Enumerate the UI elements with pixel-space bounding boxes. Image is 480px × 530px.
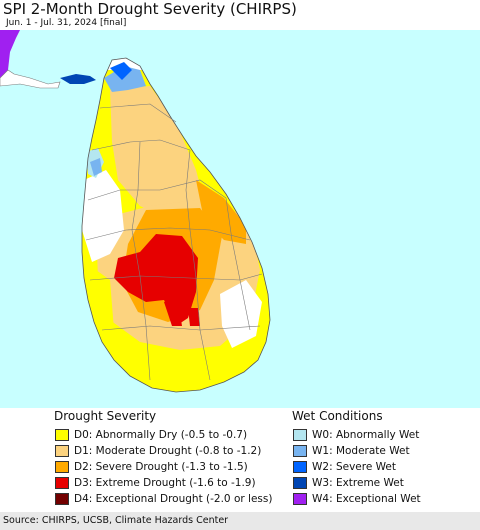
legend-swatch-d0 [55,429,69,441]
legend-label-d3: D3: Extreme Drought (-1.6 to -1.9) [74,477,256,489]
source-text: Source: CHIRPS, UCSB, Climate Hazards Ce… [3,515,229,526]
india-coast [0,30,20,78]
legend-item-d2: D2: Severe Drought (-1.3 to -1.5) [55,460,248,474]
legend-label-d0: D0: Abnormally Dry (-0.5 to -0.7) [74,429,248,441]
legend-item-d4: D4: Exceptional Drought (-2.0 or less) [55,492,272,506]
legend-item-w2: W2: Severe Wet [293,460,396,474]
legend-label-w0: W0: Abnormally Wet [312,429,420,441]
legend-label-w2: W2: Severe Wet [312,461,396,473]
legend-item-w3: W3: Extreme Wet [293,476,404,490]
legend-label-w1: W1: Moderate Wet [312,445,410,457]
legend-swatch-d2 [55,461,69,473]
zone-d1-north [110,86,204,220]
zone-d3-south [164,300,182,326]
legend-label-d1: D1: Moderate Drought (-0.8 to -1.2) [74,445,262,457]
map-title: SPI 2-Month Drought Severity (CHIRPS) [3,0,297,18]
map-subtitle: Jun. 1 - Jul. 31, 2024 [final] [6,18,127,28]
india-coast-edge [0,69,61,89]
legend-item-d0: D0: Abnormally Dry (-0.5 to -0.7) [55,428,247,442]
legend-swatch-d3 [55,477,69,489]
legend-panel: Drought Severity Wet Conditions D0: Abno… [0,408,480,512]
legend-label-w3: W3: Extreme Wet [312,477,404,489]
zone-w2-jaffna [110,62,132,80]
legend-item-d1: D1: Moderate Drought (-0.8 to -1.2) [55,444,261,458]
legend-swatch-w1 [293,445,307,457]
legend-item-w4: W4: Exceptional Wet [293,492,421,506]
source-footer: Source: CHIRPS, UCSB, Climate Hazards Ce… [0,512,480,530]
legend-swatch-w2 [293,461,307,473]
zone-d0-west-coast [82,260,114,350]
legend-item-w0: W0: Abnormally Wet [293,428,419,442]
legend-swatch-w4 [293,493,307,505]
zone-d3-patch [188,308,200,326]
legend-swatch-d1 [55,445,69,457]
jaffna-islets [60,74,96,84]
drought-legend-title: Drought Severity [54,409,157,423]
legend-item-w1: W1: Moderate Wet [293,444,410,458]
legend-label-d4: D4: Exceptional Drought (-2.0 or less) [74,493,273,505]
drought-map [0,30,480,408]
legend-item-d3: D3: Extreme Drought (-1.6 to -1.9) [55,476,256,490]
legend-label-d2: D2: Severe Drought (-1.3 to -1.5) [74,461,248,473]
legend-swatch-d4 [55,493,69,505]
zone-none-se [220,280,262,348]
zone-w1-west [90,158,102,176]
zone-none-nw [82,170,124,262]
district-boundaries [85,103,263,381]
legend-swatch-w3 [293,477,307,489]
wet-legend-title: Wet Conditions [292,409,383,423]
zone-d2-east [196,180,246,244]
legend-swatch-w0 [293,429,307,441]
legend-label-w4: W4: Exceptional Wet [312,493,421,505]
